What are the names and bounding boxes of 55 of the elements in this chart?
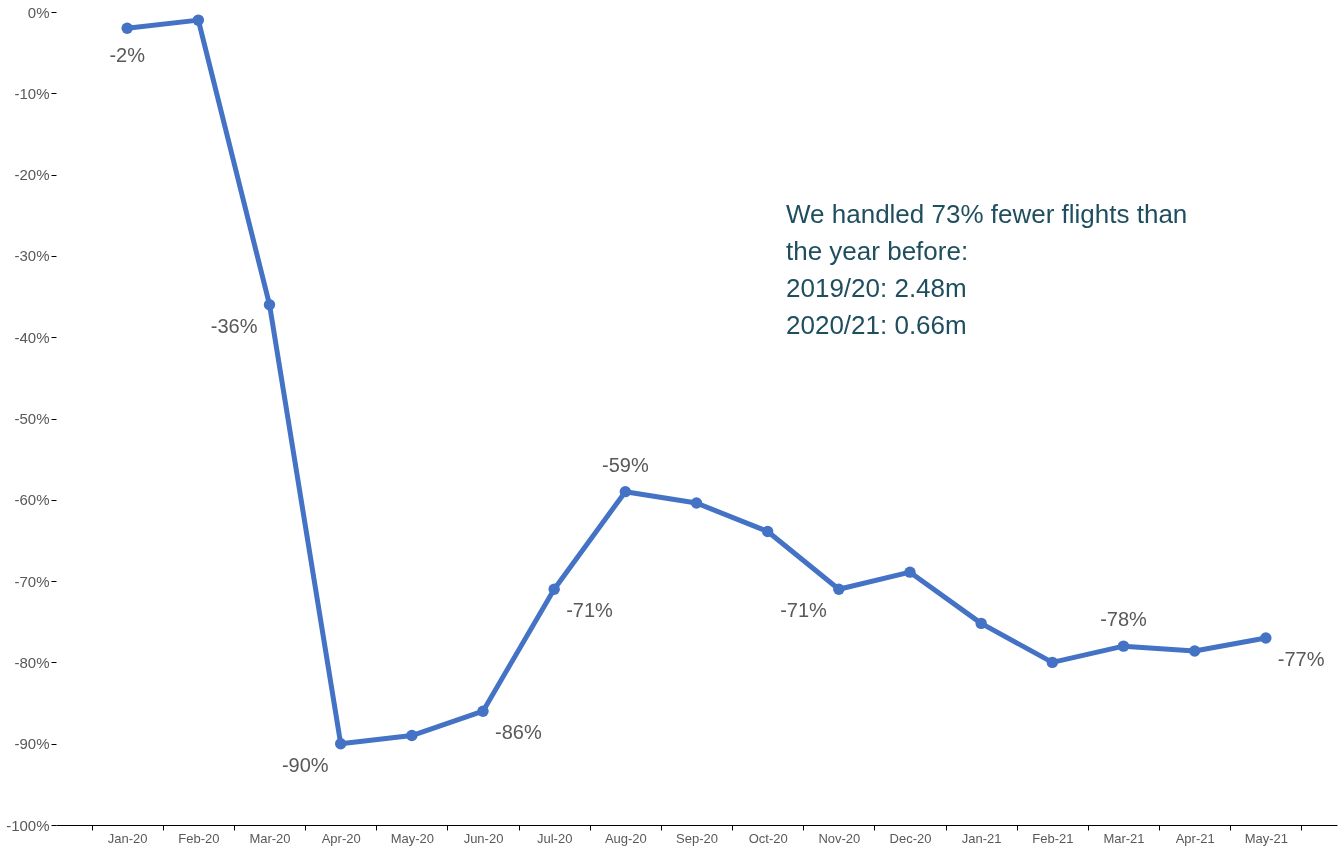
x-tick-label: Nov-20 xyxy=(818,830,861,846)
point xyxy=(690,497,703,509)
x-tick-label: Mar-21 xyxy=(1103,830,1145,846)
x-tick-label: Oct-20 xyxy=(748,830,788,846)
x-tick-label: Feb-21 xyxy=(1032,830,1074,846)
y-tick-label: -60% xyxy=(14,491,50,509)
point xyxy=(1188,645,1201,657)
data-label: -86% xyxy=(495,721,542,744)
data-label: -77% xyxy=(1277,648,1325,671)
x-tick-label: Dec-20 xyxy=(889,830,932,846)
point xyxy=(1046,656,1059,669)
y-tick-label: -90% xyxy=(14,735,50,753)
point xyxy=(192,14,205,26)
point xyxy=(406,729,418,742)
point xyxy=(121,22,133,34)
y-tick-label: -10% xyxy=(14,84,50,102)
y-tick-label: -50% xyxy=(14,410,50,427)
x-tick-label: Apr-21 xyxy=(1175,830,1215,846)
y-tick-label: -70% xyxy=(14,572,50,590)
x-tick-label: May-20 xyxy=(390,830,435,846)
x-tick-label: Jan-21 xyxy=(961,830,1002,846)
x-tick-label: Mar-20 xyxy=(249,830,291,846)
x-tick-label: Aug-20 xyxy=(604,830,647,846)
y-tick-label: -80% xyxy=(14,653,50,671)
data-label: -78% xyxy=(1100,608,1148,631)
annotation: We handled 73% fewer flights than the year before: 2019/20: 2.48m 2020/21: 0.66m xyxy=(786,199,1188,340)
y-tick-label: -20% xyxy=(14,166,50,184)
x-tick-label: Sep-20 xyxy=(676,830,718,846)
point xyxy=(975,617,987,630)
data-label: -71% xyxy=(566,599,614,622)
x-tick-label: Jan-20 xyxy=(107,830,148,846)
point xyxy=(1117,640,1130,652)
x-tick-label: Jul-20 xyxy=(536,830,573,846)
point xyxy=(477,705,489,717)
point xyxy=(334,738,347,750)
data-label: -71% xyxy=(780,599,828,622)
point xyxy=(904,566,916,578)
x-tick-label: Jun-20 xyxy=(463,830,504,846)
x-tick-label: May-21 xyxy=(1244,830,1289,846)
data-label: -90% xyxy=(281,753,329,776)
y-tick-label: 0% xyxy=(27,3,50,21)
y-tick-label: -30% xyxy=(14,247,50,265)
x-tick-label: Apr-20 xyxy=(321,830,361,846)
data-label: -59% xyxy=(601,453,649,476)
point xyxy=(263,298,276,311)
point xyxy=(833,583,845,595)
x-tick-label: Feb-20 xyxy=(178,830,220,846)
y-tick-label: -40% xyxy=(14,328,50,346)
point xyxy=(761,525,774,538)
y-tick-label: -100% xyxy=(6,816,50,834)
point xyxy=(1260,632,1272,644)
point xyxy=(619,485,632,498)
point xyxy=(548,583,560,595)
data-label: -2% xyxy=(109,44,146,67)
data-label: -36% xyxy=(210,314,258,337)
